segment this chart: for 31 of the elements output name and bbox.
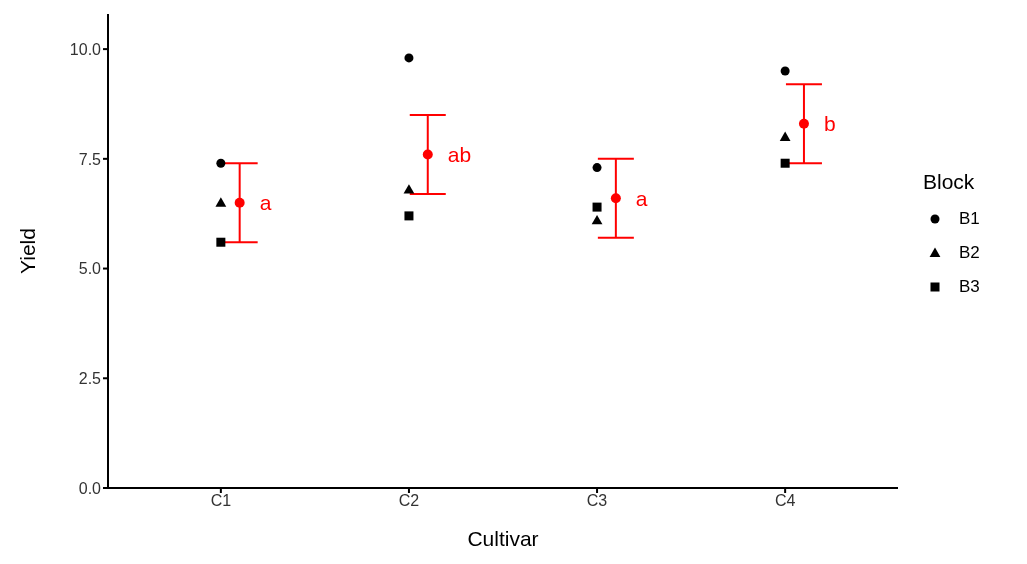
point bbox=[404, 53, 414, 63]
point bbox=[779, 131, 791, 141]
annotation: a bbox=[635, 186, 648, 210]
point bbox=[780, 66, 790, 76]
y-tick-label: 2.5 bbox=[78, 369, 102, 387]
legend-label: B2 bbox=[959, 243, 980, 263]
y-axis-title: Yield bbox=[16, 228, 40, 274]
point bbox=[592, 163, 602, 173]
x-tick-label: C1 bbox=[210, 492, 232, 510]
annotation: a bbox=[259, 191, 272, 215]
point bbox=[780, 158, 790, 168]
annotation: ab bbox=[447, 142, 472, 166]
y-tick-label: 10.0 bbox=[69, 40, 102, 58]
annotation: b bbox=[823, 112, 836, 136]
y-tick-label: 0.0 bbox=[78, 479, 102, 497]
legend-title: Block bbox=[923, 170, 976, 194]
legend-label: B1 bbox=[959, 209, 980, 229]
point bbox=[216, 237, 226, 247]
point bbox=[215, 197, 227, 207]
y-tick-label: 7.5 bbox=[78, 150, 102, 168]
point bbox=[403, 184, 415, 194]
x-axis-title: Cultivar bbox=[467, 527, 539, 550]
y-tick-label: 5.0 bbox=[78, 260, 102, 278]
x-tick-label: C4 bbox=[774, 492, 796, 510]
point bbox=[592, 202, 602, 212]
x-tick-label: C2 bbox=[398, 492, 420, 510]
legend-label: B3 bbox=[959, 277, 980, 297]
point bbox=[591, 214, 603, 225]
point bbox=[216, 158, 226, 168]
point bbox=[404, 211, 414, 221]
x-tick-label: C3 bbox=[586, 492, 608, 510]
